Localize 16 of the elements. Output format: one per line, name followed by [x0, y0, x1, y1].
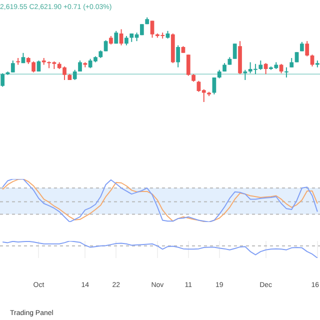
candlestick [305, 40, 310, 57]
candlestick [32, 60, 36, 73]
candlestick [150, 20, 154, 38]
candlestick [124, 36, 128, 46]
candlestick [232, 43, 237, 60]
candlestick [114, 30, 118, 44]
candlestick [0, 72, 5, 88]
candlestick [258, 60, 263, 70]
candlestick [310, 54, 314, 67]
candlestick [284, 66, 288, 78]
candlestick [290, 58, 294, 68]
candlestick [10, 60, 15, 73]
candlestick [243, 69, 248, 81]
candlestick [176, 44, 180, 68]
candlestick [186, 54, 190, 76]
candlestick [72, 69, 77, 81]
